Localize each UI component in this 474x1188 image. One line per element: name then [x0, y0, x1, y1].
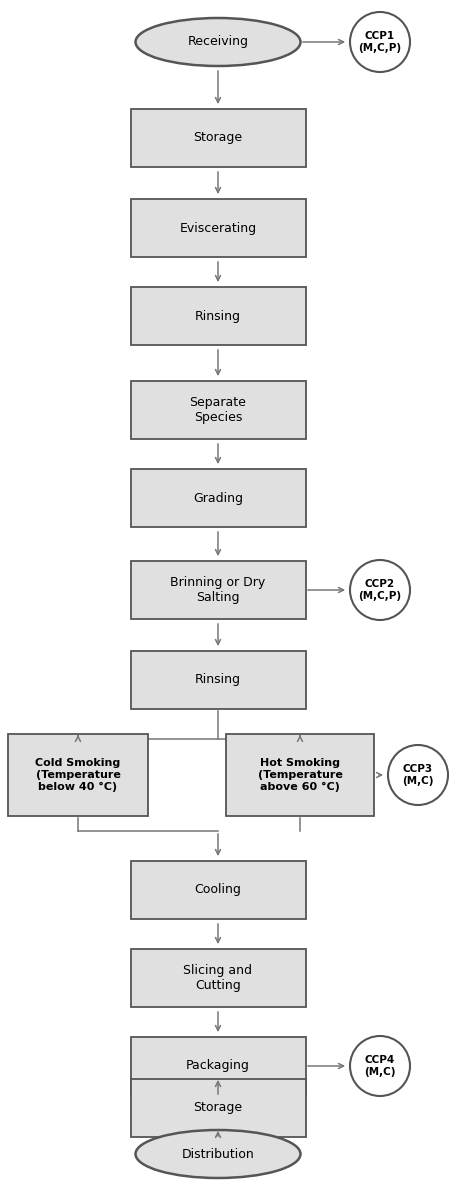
- FancyBboxPatch shape: [130, 861, 306, 920]
- Text: CCP2
(M,C,P): CCP2 (M,C,P): [358, 580, 401, 601]
- Ellipse shape: [136, 18, 301, 67]
- FancyBboxPatch shape: [130, 1079, 306, 1137]
- Text: CCP1
(M,C,P): CCP1 (M,C,P): [358, 31, 401, 52]
- FancyBboxPatch shape: [130, 561, 306, 619]
- Text: Distribution: Distribution: [182, 1148, 255, 1161]
- Text: Receiving: Receiving: [188, 36, 248, 49]
- Text: Rinsing: Rinsing: [195, 310, 241, 322]
- FancyBboxPatch shape: [130, 287, 306, 345]
- FancyBboxPatch shape: [130, 949, 306, 1007]
- FancyBboxPatch shape: [130, 381, 306, 440]
- Ellipse shape: [350, 560, 410, 620]
- Text: Rinsing: Rinsing: [195, 674, 241, 687]
- Ellipse shape: [350, 1036, 410, 1097]
- Text: Cold Smoking
(Temperature
below 40 °C): Cold Smoking (Temperature below 40 °C): [36, 758, 120, 791]
- Ellipse shape: [388, 745, 448, 805]
- Text: Slicing and
Cutting: Slicing and Cutting: [183, 963, 253, 992]
- Text: Brinning or Dry
Salting: Brinning or Dry Salting: [170, 576, 265, 604]
- FancyBboxPatch shape: [130, 200, 306, 257]
- Text: CCP4
(M,C): CCP4 (M,C): [364, 1055, 396, 1076]
- Text: Eviscerating: Eviscerating: [180, 221, 256, 234]
- FancyBboxPatch shape: [130, 651, 306, 709]
- Text: CCP3
(M,C): CCP3 (M,C): [402, 764, 434, 785]
- Text: Cooling: Cooling: [194, 884, 241, 897]
- Ellipse shape: [350, 12, 410, 72]
- FancyBboxPatch shape: [130, 1037, 306, 1095]
- Text: Separate
Species: Separate Species: [190, 396, 246, 424]
- Text: Storage: Storage: [193, 132, 243, 145]
- Text: Grading: Grading: [193, 492, 243, 505]
- Text: Storage: Storage: [193, 1101, 243, 1114]
- FancyBboxPatch shape: [8, 734, 148, 816]
- Ellipse shape: [136, 1130, 301, 1178]
- FancyBboxPatch shape: [130, 469, 306, 527]
- Text: Hot Smoking
(Temperature
above 60 °C): Hot Smoking (Temperature above 60 °C): [257, 758, 342, 791]
- Text: Packaging: Packaging: [186, 1060, 250, 1073]
- FancyBboxPatch shape: [226, 734, 374, 816]
- FancyBboxPatch shape: [130, 109, 306, 168]
